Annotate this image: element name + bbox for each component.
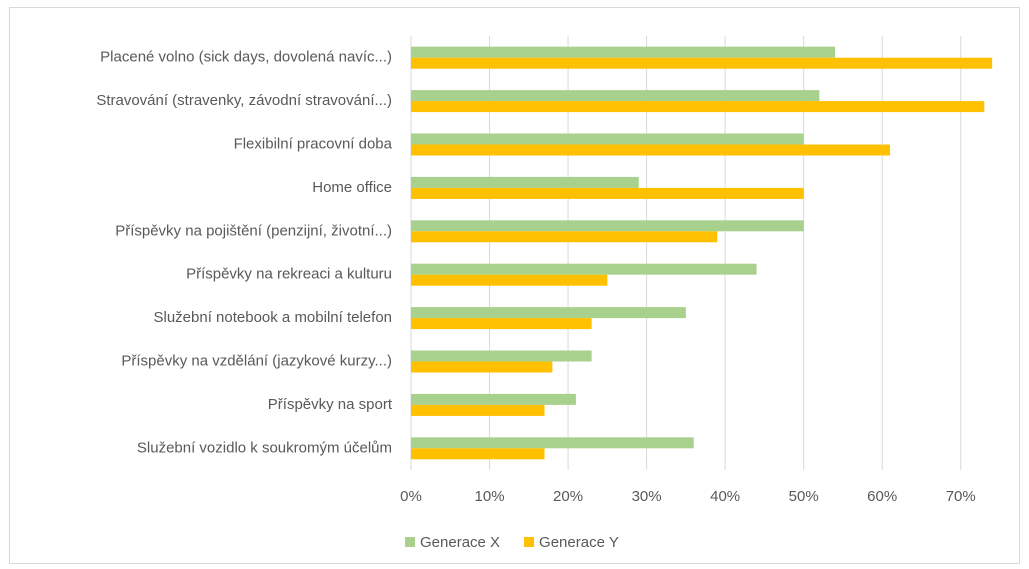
x-tick-label: 50% bbox=[789, 488, 819, 505]
x-tick-label: 30% bbox=[632, 488, 662, 505]
legend-label: Generace X bbox=[420, 534, 500, 551]
bar bbox=[411, 231, 718, 243]
bar bbox=[411, 187, 804, 199]
bar bbox=[411, 437, 694, 449]
bar bbox=[411, 318, 592, 330]
bar bbox=[411, 220, 804, 232]
bar bbox=[411, 57, 993, 69]
y-tick-label: Služební vozidlo k soukromým účelům bbox=[137, 439, 392, 456]
bar bbox=[411, 101, 985, 113]
bar bbox=[411, 46, 836, 58]
y-tick-label: Příspěvky na sport bbox=[268, 396, 393, 413]
y-tick-label: Příspěvky na pojištění (penzijní, životn… bbox=[115, 222, 392, 239]
bar bbox=[411, 307, 686, 319]
bar bbox=[411, 176, 639, 188]
legend-swatch bbox=[405, 537, 415, 547]
bar bbox=[411, 144, 891, 156]
bar bbox=[411, 361, 553, 373]
y-tick-label: Flexibilní pracovní doba bbox=[234, 135, 393, 152]
y-tick-label: Stravování (stravenky, závodní stravován… bbox=[96, 92, 392, 109]
x-tick-label: 60% bbox=[867, 488, 897, 505]
bar bbox=[411, 133, 804, 145]
y-tick-label: Placené volno (sick days, dovolená navíc… bbox=[100, 49, 392, 66]
legend-label: Generace Y bbox=[539, 534, 619, 551]
x-tick-label: 10% bbox=[475, 488, 505, 505]
y-tick-label: Home office bbox=[312, 179, 392, 196]
bar bbox=[411, 393, 576, 405]
bar bbox=[411, 448, 545, 460]
bar bbox=[411, 404, 545, 416]
x-tick-label: 0% bbox=[400, 488, 422, 505]
y-tick-label: Služební notebook a mobilní telefon bbox=[154, 309, 393, 326]
x-tick-label: 40% bbox=[710, 488, 740, 505]
bar bbox=[411, 90, 820, 102]
bar bbox=[411, 263, 757, 275]
x-tick-label: 70% bbox=[946, 488, 976, 505]
bar bbox=[411, 274, 608, 286]
bar bbox=[411, 350, 592, 362]
y-tick-label: Příspěvky na rekreaci a kulturu bbox=[186, 266, 392, 283]
x-tick-label: 20% bbox=[553, 488, 583, 505]
y-tick-label: Příspěvky na vzdělání (jazykové kurzy...… bbox=[121, 352, 392, 369]
legend-swatch bbox=[524, 537, 535, 547]
